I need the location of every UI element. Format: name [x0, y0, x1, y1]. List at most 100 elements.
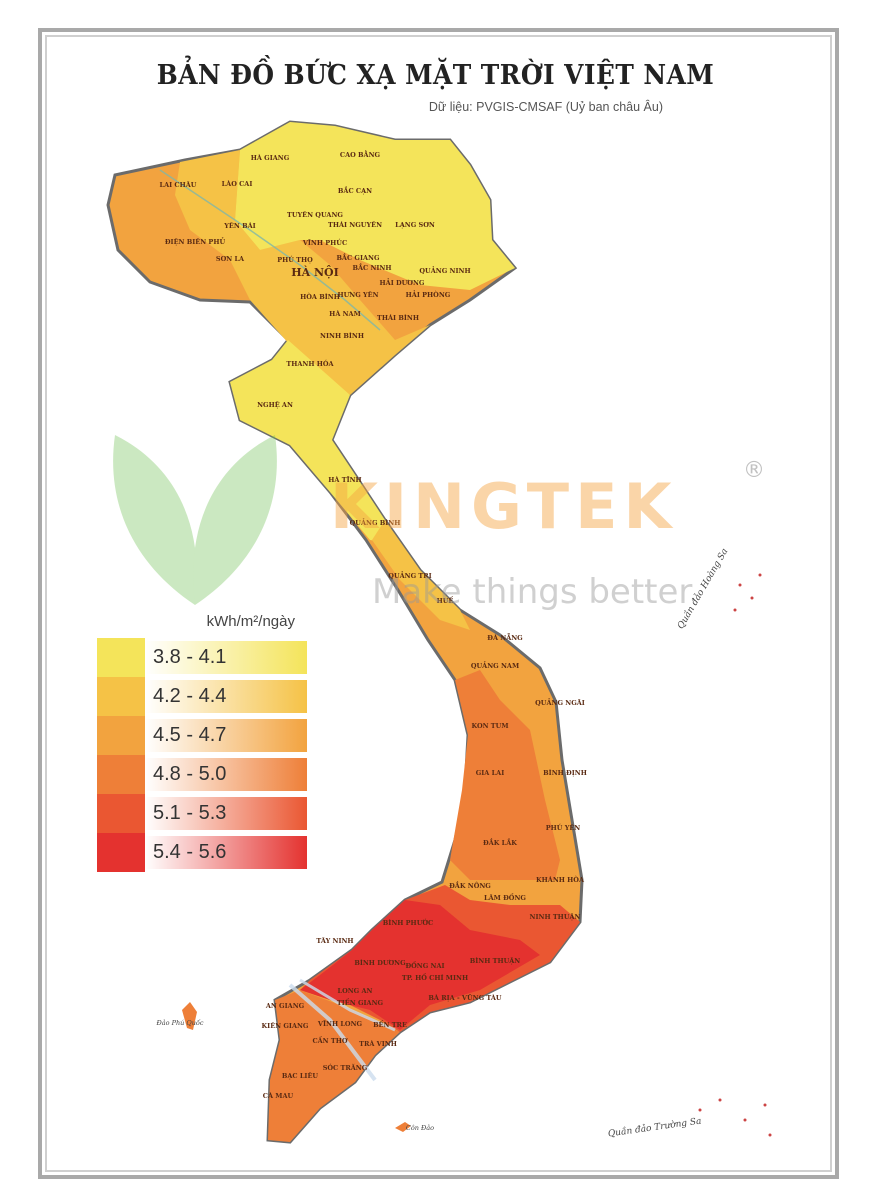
province-label: KIÊN GIANG — [262, 1021, 309, 1030]
radiation-zone — [175, 150, 430, 395]
island-label: Quần đảo Hoàng Sa — [675, 546, 730, 631]
province-label: BÌNH ĐỊNH — [543, 768, 587, 777]
province-label: HẢI DƯƠNG — [380, 277, 425, 287]
province-label: TRÀ VINH — [359, 1039, 397, 1048]
legend-swatch — [97, 716, 145, 755]
mekong-river — [288, 983, 377, 1082]
legend-swatch — [97, 677, 145, 716]
province-label: KHÁNH HÒA — [536, 875, 585, 884]
province-label: ĐẮK LẮK — [483, 837, 517, 847]
radiation-zone — [372, 520, 470, 630]
province-label: ĐỒNG NAI — [405, 960, 444, 970]
province-label: NGHỆ AN — [257, 400, 293, 409]
province-label: TÂY NINH — [316, 936, 353, 945]
legend-item: 3.8 - 4.1 — [97, 638, 307, 677]
province-label: BÌNH PHƯỚC — [383, 918, 433, 927]
legend: kWh/m²/ngày 3.8 - 4.1 4.2 - 4.4 4.5 - 4.7 4… — [97, 613, 307, 872]
legend-label: 5.4 - 5.6 — [145, 836, 307, 869]
island-dot — [733, 608, 737, 612]
legend-label: 4.8 - 5.0 — [145, 758, 307, 791]
province-label: QUẢNG TRỊ — [388, 570, 431, 580]
province-label: AN GIANG — [265, 1002, 305, 1010]
island-dot — [698, 1108, 702, 1112]
island — [395, 1122, 411, 1132]
province-label: HUẾ — [437, 595, 454, 605]
province-label: BẮC NINH — [352, 262, 391, 272]
province-label: LÀO CAI — [222, 179, 253, 188]
province-label: SÓC TRĂNG — [323, 1063, 368, 1072]
province-label: HƯNG YÊN — [337, 290, 378, 299]
province-label: HÀ TĨNH — [328, 475, 361, 484]
province-label: BẠC LIÊU — [282, 1071, 319, 1080]
island-dot — [750, 596, 754, 600]
province-label: BÌNH DƯƠNG — [354, 958, 406, 967]
province-label: QUẢNG NAM — [471, 660, 519, 670]
map-frame — [38, 28, 839, 1179]
province-label: THÁI NGUYÊN — [328, 220, 382, 229]
province-label: GIA LAI — [476, 769, 505, 777]
province-label: ĐÀ NẴNG — [487, 632, 523, 642]
province-label: BẮC GIANG — [336, 252, 380, 262]
province-label: THANH HÓA — [286, 359, 334, 368]
radiation-zone — [268, 990, 400, 1142]
island-dot — [718, 1098, 722, 1102]
radiation-zone — [300, 900, 540, 1030]
province-label: ĐIỆN BIÊN PHỦ — [165, 236, 226, 246]
radiation-zone — [230, 340, 400, 545]
legend-item: 5.4 - 5.6 — [97, 833, 307, 872]
mekong-branch — [299, 978, 396, 1032]
island-dot — [763, 1103, 767, 1107]
province-label: PHÚ YÊN — [546, 823, 581, 832]
legend-unit: kWh/m²/ngày — [206, 613, 295, 630]
legend-item: 5.1 - 5.3 — [97, 794, 307, 833]
province-label: QUẢNG NGÃI — [535, 697, 585, 707]
province-label: YÊN BÁI — [223, 221, 255, 230]
island — [182, 1002, 197, 1030]
province-label: QUẢNG BÌNH — [350, 517, 401, 527]
legend-item: 4.5 - 4.7 — [97, 716, 307, 755]
legend-label: 4.5 - 4.7 — [145, 719, 307, 752]
province-label: HÀ NỘI — [291, 264, 339, 279]
province-label: BÀ RỊA - VŨNG TÀU — [428, 993, 502, 1002]
legend-label: 4.2 - 4.4 — [145, 680, 307, 713]
province-label: HẢI PHÒNG — [406, 289, 451, 299]
province-label: BẮC CẠN — [338, 185, 372, 195]
map-title: BẢN ĐỒ BỨC XẠ MẶT TRỜI VIỆT NAM — [156, 60, 715, 91]
legend-item: 4.8 - 5.0 — [97, 755, 307, 794]
legend-label: 3.8 - 4.1 — [145, 641, 307, 674]
province-label: QUẢNG NINH — [419, 265, 470, 275]
radiation-zone — [235, 122, 515, 290]
province-label: SƠN LA — [216, 255, 245, 263]
radiation-zone — [450, 670, 560, 880]
province-label: TUYÊN QUANG — [287, 210, 343, 219]
province-label: LÂM ĐỒNG — [484, 892, 526, 902]
province-label: ĐẮK NÔNG — [449, 880, 491, 890]
province-label: LAI CHÂU — [160, 180, 197, 189]
island-dot — [758, 573, 762, 577]
province-label: HÀ GIANG — [251, 153, 290, 162]
legend-swatch — [97, 755, 145, 794]
legend-swatch — [97, 794, 145, 833]
island-label: Quần đảo Trường Sa — [607, 1116, 702, 1140]
province-label: THÁI BÌNH — [377, 313, 419, 322]
map-subtitle: Dữ liệu: PVGIS-CMSAF (Uỷ ban châu Âu) — [428, 100, 663, 114]
province-label: CẦN THƠ — [312, 1035, 347, 1045]
province-label: CÀ MAU — [263, 1091, 294, 1100]
red-river — [159, 169, 381, 331]
province-label: KON TUM — [471, 722, 508, 730]
province-label: LẠNG SƠN — [395, 221, 435, 229]
island-dot — [768, 1133, 772, 1137]
legend-item: 4.2 - 4.4 — [97, 677, 307, 716]
province-label: BÌNH THUẬN — [470, 956, 521, 965]
island-dot — [738, 583, 742, 587]
province-label: LONG AN — [338, 987, 373, 995]
province-label: TP. HỒ CHÍ MINH — [402, 972, 468, 982]
province-label: PHÚ THỌ — [277, 255, 313, 264]
province-label: BẾN TRE — [373, 1019, 407, 1029]
province-label: HÒA BÌNH — [300, 292, 340, 301]
island-label: Côn Đảo — [406, 1123, 434, 1132]
province-label: CAO BẰNG — [340, 149, 381, 159]
province-label: VĨNH PHÚC — [302, 238, 347, 247]
legend-swatch — [97, 833, 145, 872]
